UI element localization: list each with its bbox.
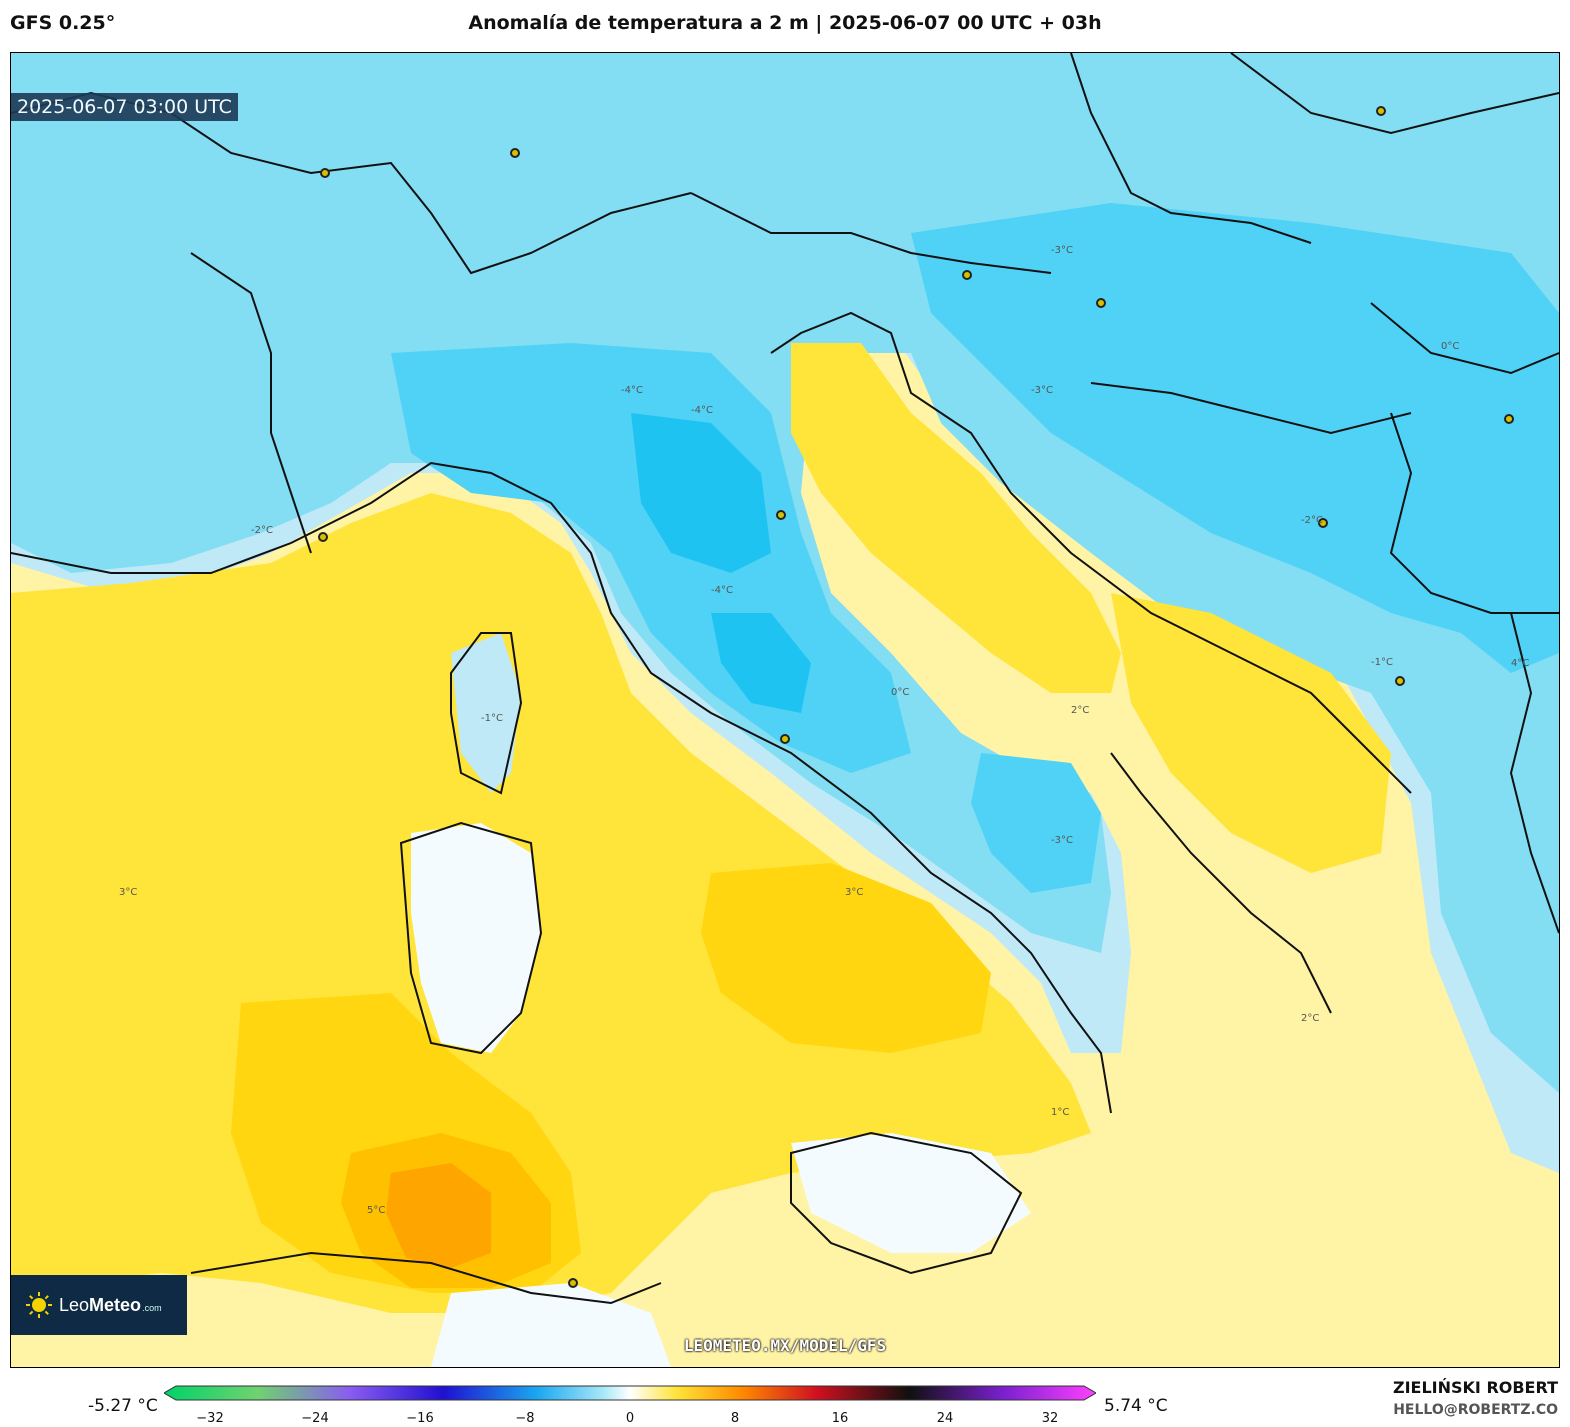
colorbar-tick: −32 [196, 1411, 224, 1426]
contour-label-zero-b: 0°C [1441, 341, 1459, 352]
cold-zone-east [911, 203, 1559, 673]
colorbar [164, 1385, 1096, 1401]
contour-label-two-b: 2°C [1071, 705, 1089, 716]
colorbar-tick: −24 [301, 1411, 329, 1426]
author-name: ZIELIŃSKI ROBERT [1392, 1378, 1558, 1397]
map-canvas: -4°C -4°C -4°C -3°C -3°C -3°C -2°C -2°C … [11, 53, 1559, 1367]
warm-zone-italy [791, 343, 1121, 693]
valid-time-badge: 2025-06-07 03:00 UTC [11, 93, 238, 121]
cold-zone-adriatic [971, 753, 1101, 893]
colorbar-tick: 32 [1041, 1411, 1059, 1426]
coastlines [11, 53, 1559, 1305]
colorbar-tick: 0 [625, 1411, 635, 1426]
colorbar-tick: −16 [406, 1411, 434, 1426]
author-email[interactable]: HELLO@ROBERTZ.CO [1393, 1402, 1558, 1418]
neutral-sicily [791, 1133, 1031, 1253]
contour-label-minus1b: -1°C [1371, 657, 1393, 668]
contour-label-five: 5°C [367, 1205, 385, 1216]
contour-label-minus2b: -2°C [251, 525, 273, 536]
contour-label-minus4: -4°C [621, 385, 643, 396]
cold-zone-4b [711, 613, 811, 713]
colorbar-tick: 8 [730, 1411, 740, 1426]
contour-label-four: 4°C [1511, 658, 1529, 669]
contour-label-three-b: 3°C [119, 887, 137, 898]
contour-label-minus1: -1°C [481, 713, 503, 724]
warm-zone-balkan [1111, 593, 1391, 873]
city-markers [318, 106, 1514, 1288]
contour-label-zero: 0°C [891, 687, 909, 698]
model-url-watermark: LEOMETEO.MX/MODEL/GFS [683, 1336, 887, 1355]
colorbar-tick: 16 [831, 1411, 849, 1426]
colorbar-max-label: 5.74 °C [1104, 1396, 1168, 1416]
contour-label-minus3c: -3°C [1051, 835, 1073, 846]
anomaly-map[interactable]: -4°C -4°C -4°C -3°C -3°C -3°C -2°C -2°C … [10, 52, 1560, 1368]
contour-label-one: 1°C [1051, 1107, 1069, 1118]
contour-label-minus3b: -3°C [1031, 385, 1053, 396]
contour-label-minus3: -3°C [1051, 245, 1073, 256]
model-label: GFS 0.25° [10, 12, 116, 34]
contour-label-two: 2°C [1301, 1013, 1319, 1024]
contour-label-three: 3°C [845, 887, 863, 898]
chart-title: Anomalía de temperatura a 2 m | 2025-06-… [468, 12, 1102, 34]
logo-text: LeoMeteo.com [59, 1294, 162, 1315]
neutral-corsica [451, 633, 521, 793]
colorbar-tick: −8 [515, 1411, 535, 1426]
sun-icon [25, 1291, 53, 1319]
warm-zone-3b [701, 863, 991, 1053]
cold-zone-4 [631, 413, 771, 573]
contour-label-minus2: -2°C [1301, 515, 1323, 526]
contour-label-minus4c: -4°C [711, 585, 733, 596]
colorbar-min-label: -5.27 °C [88, 1396, 158, 1416]
contour-label-minus4b: -4°C [691, 405, 713, 416]
neutral-sardinia [411, 823, 541, 1053]
colorbar-tick: 24 [936, 1411, 954, 1426]
leometeo-logo[interactable]: LeoMeteo.com [11, 1275, 187, 1335]
warm-zone-5 [386, 1163, 491, 1268]
contour-labels: -4°C -4°C -4°C -3°C -3°C -3°C -2°C -2°C … [119, 245, 1529, 1216]
